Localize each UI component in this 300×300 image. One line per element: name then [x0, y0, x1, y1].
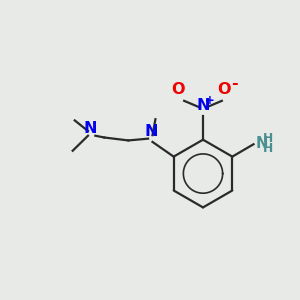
Text: O: O — [171, 82, 184, 97]
Text: N: N — [83, 121, 97, 136]
Text: +: + — [205, 94, 214, 107]
Text: O: O — [218, 82, 231, 97]
Text: H: H — [263, 142, 274, 155]
Text: N: N — [196, 98, 210, 113]
Text: H: H — [263, 132, 274, 145]
Text: N: N — [145, 124, 158, 139]
Text: -: - — [231, 76, 238, 91]
Text: N: N — [255, 136, 268, 151]
